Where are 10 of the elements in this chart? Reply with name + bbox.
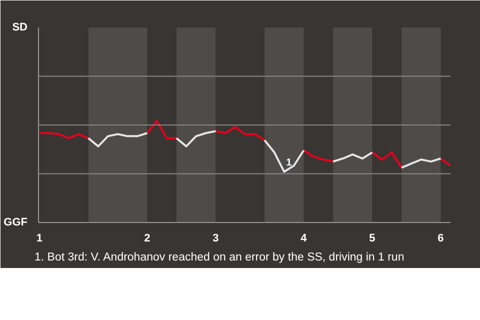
x-tick-label: 1 bbox=[36, 232, 43, 244]
x-tick-label: 4 bbox=[300, 232, 308, 244]
annotation: 1 bbox=[286, 158, 292, 169]
text: SD bbox=[12, 22, 28, 34]
x-tick-label: 2 bbox=[144, 232, 150, 244]
text: GGF bbox=[4, 216, 28, 228]
x-tick-label: 6 bbox=[438, 232, 444, 244]
x-tick-label: 5 bbox=[369, 232, 376, 244]
text: 1. Bot 3rd: V. Androhanov reached on an error by the SS, driving in 1 run bbox=[34, 252, 404, 264]
x-tick-label: 3 bbox=[212, 232, 219, 244]
